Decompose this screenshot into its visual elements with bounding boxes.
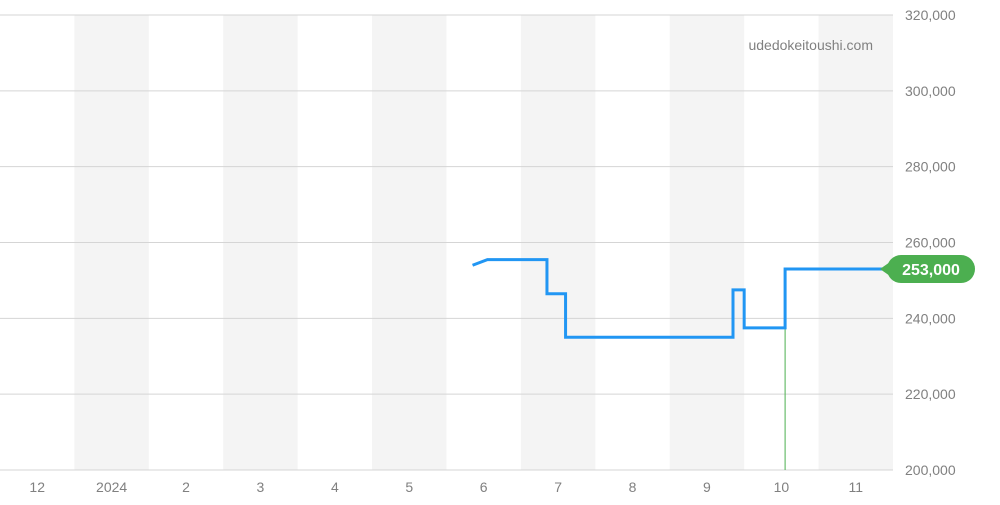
y-tick-label: 280,000 xyxy=(905,159,956,175)
y-tick-label: 200,000 xyxy=(905,462,956,478)
y-tick-label: 240,000 xyxy=(905,310,956,326)
x-tick-label: 10 xyxy=(774,479,790,495)
y-tick-label: 220,000 xyxy=(905,386,956,402)
x-tick-label: 11 xyxy=(849,479,864,495)
y-tick-label: 300,000 xyxy=(905,83,956,99)
price-chart: 200,000 220,000 240,000 260,000 280,000 300,0… xyxy=(0,0,1000,500)
x-tick-label: 8 xyxy=(629,479,637,495)
watermark-text: udedokeitoushi.com xyxy=(748,37,873,53)
x-tick-label: 2024 xyxy=(96,479,127,495)
x-tick-label: 3 xyxy=(257,479,265,495)
chart-svg: 200,000 220,000 240,000 260,000 280,000 300,0… xyxy=(0,0,1000,500)
x-tick-label: 12 xyxy=(29,479,45,495)
y-tick-label: 260,000 xyxy=(905,235,956,251)
y-tick-label: 320,000 xyxy=(905,7,956,23)
x-tick-label: 9 xyxy=(703,479,711,495)
x-tick-label: 5 xyxy=(405,479,413,495)
x-tick-label: 2 xyxy=(182,479,190,495)
x-tick-label: 7 xyxy=(554,479,562,495)
x-tick-label: 6 xyxy=(480,479,488,495)
last-value-text: 253,000 xyxy=(902,262,960,279)
x-tick-label: 4 xyxy=(331,479,339,495)
